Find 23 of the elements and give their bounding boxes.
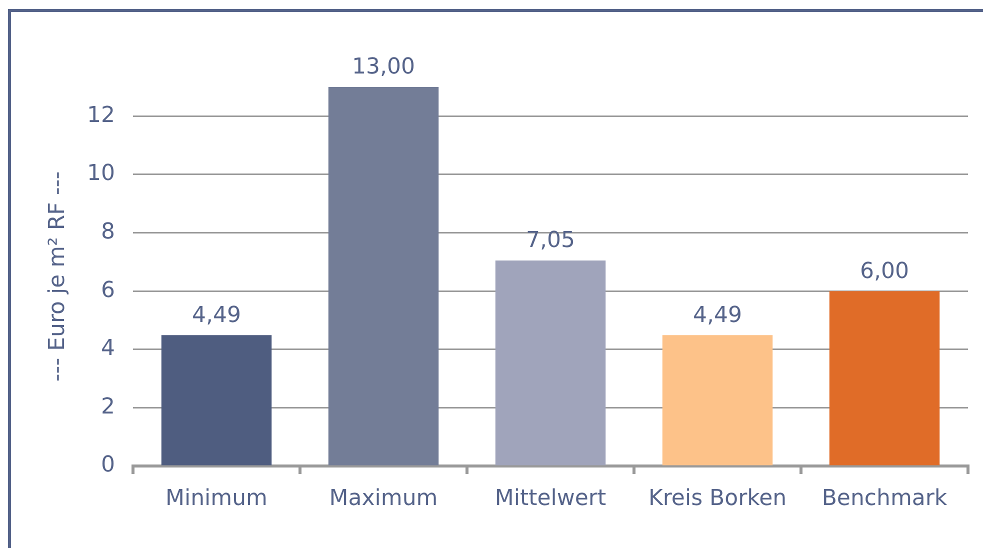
y-tick-label: 10: [87, 161, 115, 186]
x-tick-label: Mittelwert: [494, 486, 606, 511]
data-label: 4,49: [192, 302, 241, 328]
y-tick-label: 4: [101, 336, 115, 362]
x-tick-label: Minimum: [166, 486, 268, 511]
y-axis-title: --- Euro je m² RF ---: [44, 171, 70, 382]
bar: [161, 335, 272, 466]
bar: [328, 87, 439, 466]
bar: [495, 260, 606, 466]
x-tick-label: Maximum: [329, 486, 438, 511]
data-label: 6,00: [860, 258, 909, 284]
x-tick-label: Benchmark: [822, 486, 948, 511]
x-tick-label: Kreis Borken: [648, 486, 787, 511]
y-tick-label: 12: [87, 102, 115, 128]
y-tick-label: 8: [101, 219, 115, 244]
y-tick-label: 6: [101, 278, 115, 303]
data-label: 4,49: [693, 302, 742, 328]
y-tick-label: 2: [101, 394, 115, 420]
bar: [829, 291, 940, 466]
data-label: 7,05: [526, 228, 575, 254]
y-tick-label: 0: [101, 452, 115, 478]
bar: [662, 335, 773, 466]
data-label: 13,00: [352, 54, 415, 80]
